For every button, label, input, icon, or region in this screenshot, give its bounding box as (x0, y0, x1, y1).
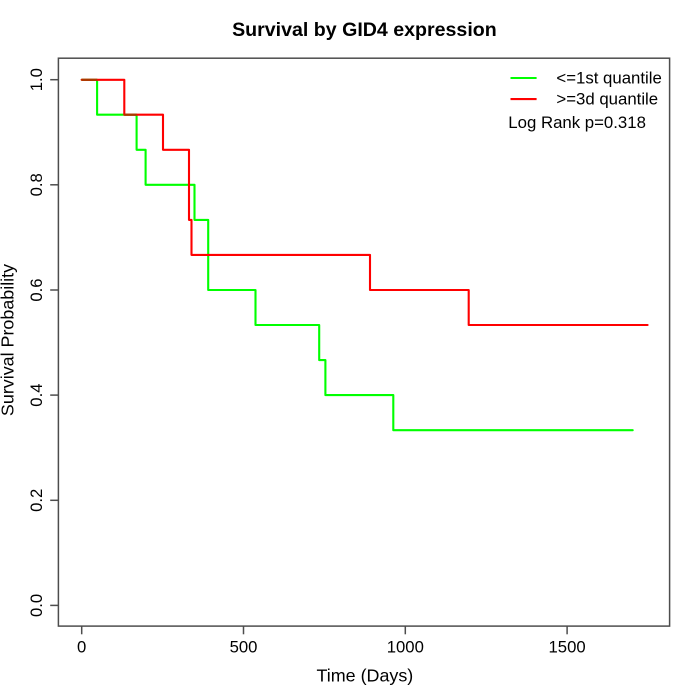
svg-text:0.2: 0.2 (27, 489, 46, 512)
svg-text:1000: 1000 (387, 637, 424, 656)
svg-text:Survival Probability: Survival Probability (0, 264, 18, 416)
svg-text:Log Rank p=0.318: Log Rank p=0.318 (508, 113, 646, 132)
svg-text:<=1st quantile: <=1st quantile (556, 69, 661, 88)
svg-text:500: 500 (230, 637, 258, 656)
svg-text:0.0: 0.0 (27, 594, 46, 617)
svg-text:0.4: 0.4 (27, 383, 46, 406)
svg-text:Time (Days): Time (Days) (317, 666, 414, 686)
svg-text:Survival by GID4 expression: Survival by GID4 expression (232, 19, 497, 41)
svg-text:0.6: 0.6 (27, 278, 46, 301)
svg-text:0: 0 (77, 637, 86, 656)
svg-text:>=3d quantile: >=3d quantile (556, 89, 658, 108)
svg-text:1500: 1500 (549, 637, 586, 656)
svg-text:0.8: 0.8 (27, 173, 46, 196)
svg-text:1.0: 1.0 (27, 68, 46, 91)
